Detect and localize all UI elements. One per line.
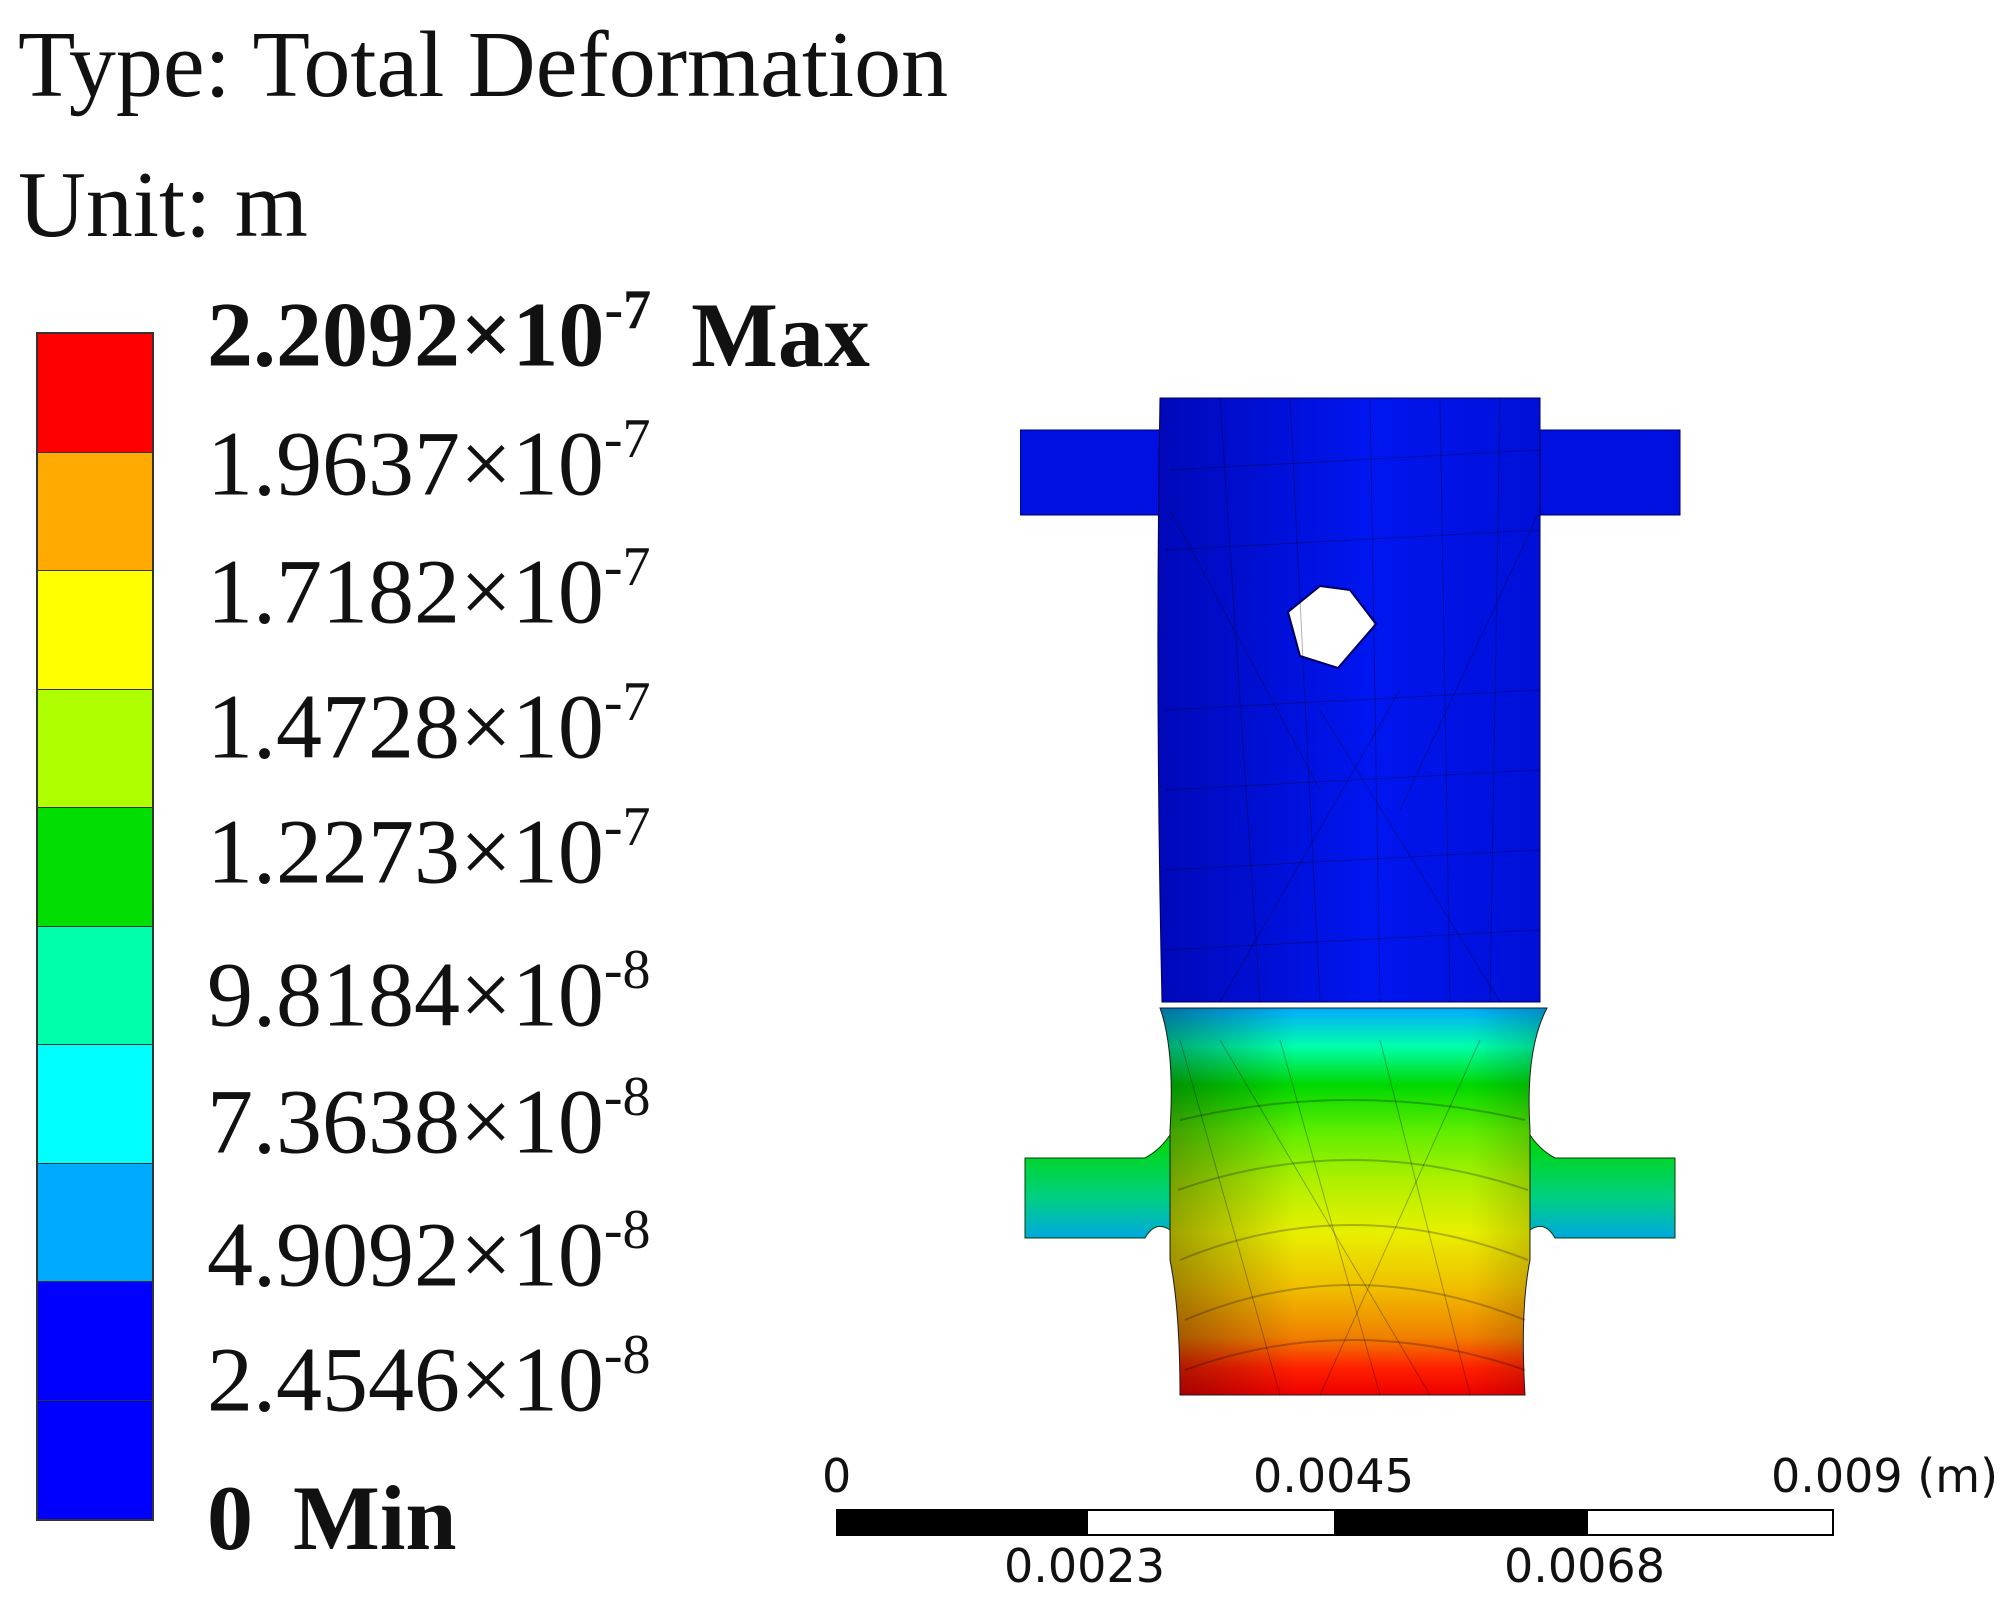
legend-swatch (38, 571, 152, 690)
upper-left-arm (1020, 429, 1161, 516)
result-unit-label: Unit: m (18, 153, 308, 257)
result-type-label: Type: Total Deformation (18, 13, 949, 117)
legend-swatch (38, 1400, 152, 1519)
legend-label: 9.8184×10-8 (207, 939, 651, 1046)
contour-lines (1177, 1099, 1529, 1371)
lower-body-shading (1160, 1008, 1547, 1395)
legend-label-min: 0 Min (207, 1467, 457, 1569)
legend-swatch (38, 1045, 152, 1164)
legend-swatch (38, 1163, 152, 1282)
legend-swatch (38, 689, 152, 808)
legend-label: 1.4728×10-7 (207, 671, 651, 778)
pin-hole (1286, 584, 1378, 670)
legend-label-max: 2.2092×10-7 Max (207, 279, 870, 386)
legend-swatch (38, 334, 152, 453)
legend-label: 2.4546×10-8 (207, 1324, 651, 1431)
scale-label-start: 0 (822, 1449, 852, 1503)
scale-segment (836, 1509, 1086, 1536)
legend-label: 1.9637×10-7 (207, 408, 651, 515)
scale-label-three-quarter: 0.0068 (1504, 1539, 1665, 1593)
scale-segment (1086, 1509, 1336, 1536)
scale-label-end: 0.009 (m) (1771, 1449, 1999, 1503)
scale-segment (1336, 1509, 1586, 1536)
legend-label: 1.7182×10-7 (207, 536, 651, 643)
legend-label: 4.9092×10-8 (207, 1199, 651, 1306)
min-tag: Min (293, 1467, 457, 1569)
legend-swatch (38, 808, 152, 927)
legend-swatch (38, 926, 152, 1045)
max-tag: Max (691, 283, 870, 386)
lower-left-arm (1024, 1133, 1171, 1239)
legend-label: 7.3638×10-8 (207, 1066, 651, 1173)
legend-swatch (38, 452, 152, 571)
color-legend-bar (36, 332, 154, 1521)
scale-label-mid: 0.0045 (1253, 1449, 1414, 1503)
scale-bar (836, 1509, 1834, 1536)
upper-right-arm (1539, 429, 1681, 516)
legend-swatch (38, 1282, 152, 1401)
lower-right-arm (1529, 1133, 1676, 1239)
mesh-lines (1164, 397, 1541, 1396)
legend-label: 1.2273×10-7 (207, 796, 651, 903)
scale-segment (1586, 1509, 1834, 1536)
scale-label-quarter: 0.0023 (1004, 1539, 1165, 1593)
deformation-model (1020, 397, 1681, 1396)
upper-body (1157, 397, 1541, 1003)
